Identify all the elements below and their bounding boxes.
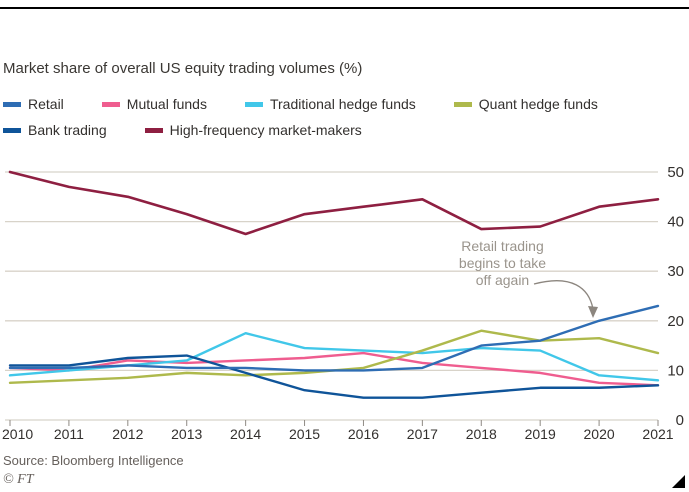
x-axis-label: 2019	[525, 426, 556, 442]
legend-label: Retail	[28, 96, 64, 112]
legend-label: High-frequency market-makers	[169, 122, 362, 138]
x-axis-label: 2011	[54, 426, 84, 442]
series-line-mutual-funds	[8, 351, 660, 387]
source-note: Source: Bloomberg Intelligence	[3, 453, 184, 468]
legend-swatch	[101, 101, 120, 107]
legend-swatch	[453, 101, 472, 107]
x-axis-label: 2012	[112, 426, 143, 442]
legend-label: Quant hedge funds	[478, 96, 598, 112]
legend-item-mutual-funds: Mutual funds	[101, 96, 207, 112]
legend-label: Traditional hedge funds	[269, 96, 416, 112]
y-axis-label: 50	[667, 164, 684, 181]
legend-swatch	[144, 127, 163, 133]
y-axis-label: 30	[667, 263, 684, 280]
series-line-retail	[8, 304, 660, 372]
ft-logo: © FT	[3, 472, 34, 487]
legend-swatch	[3, 101, 21, 107]
y-axis-label: 20	[667, 313, 684, 330]
chart-title: Market share of overall US equity tradin…	[3, 60, 363, 77]
legend-label: Bank trading	[28, 122, 107, 138]
annotation-arrowhead	[588, 306, 598, 318]
legend-swatch	[3, 127, 21, 133]
annotation-line: off again	[475, 272, 530, 288]
x-axis-label: 2015	[289, 426, 320, 442]
x-axis-label: 2020	[584, 426, 615, 442]
legend-item-high-frequency-market-makers: High-frequency market-makers	[144, 122, 362, 138]
annotation-line: begins to take	[458, 255, 547, 271]
legend-item-quant-hedge-funds: Quant hedge funds	[453, 96, 598, 112]
chart-legend: Retail Mutual funds Traditional hedge fund…	[3, 96, 598, 138]
y-axis-label: 40	[667, 214, 684, 231]
chart-annotation: Retail trading begins to take off again	[440, 238, 565, 289]
x-axis-label: 2010	[2, 426, 33, 442]
corner-notch-icon	[672, 475, 685, 488]
annotation-arrow	[533, 280, 594, 310]
y-axis-label: 10	[667, 362, 684, 379]
y-axis-label: 0	[676, 412, 684, 429]
x-axis-label: 2016	[348, 426, 379, 442]
x-axis-label: 2018	[466, 426, 497, 442]
plot-area: 0 10 20 30 40 50 2010 2011 2012 2013 2014 2015 2016 2…	[2, 164, 684, 442]
legend-item-retail: Retail	[3, 96, 64, 112]
legend-item-bank-trading: Bank trading	[3, 122, 107, 138]
x-axis-label: 2014	[230, 426, 261, 442]
x-axis-label: 2017	[407, 426, 438, 442]
legend-row-2: Bank trading High-frequency market-makers	[3, 122, 598, 138]
series-line-bank-trading	[8, 354, 660, 399]
series-line-quant-hedge-funds	[8, 329, 660, 385]
legend-row-1: Retail Mutual funds Traditional hedge fund…	[3, 96, 598, 112]
legend-label: Mutual funds	[126, 96, 207, 112]
annotation-line: Retail trading	[461, 238, 544, 254]
x-axis-label: 2013	[171, 426, 202, 442]
series-line-high-frequency-market-makers	[8, 170, 660, 236]
legend-swatch	[244, 101, 263, 107]
x-axis-label: 2021	[642, 426, 673, 442]
legend-item-traditional-hedge-funds: Traditional hedge funds	[244, 96, 416, 112]
top-rule	[0, 7, 689, 9]
